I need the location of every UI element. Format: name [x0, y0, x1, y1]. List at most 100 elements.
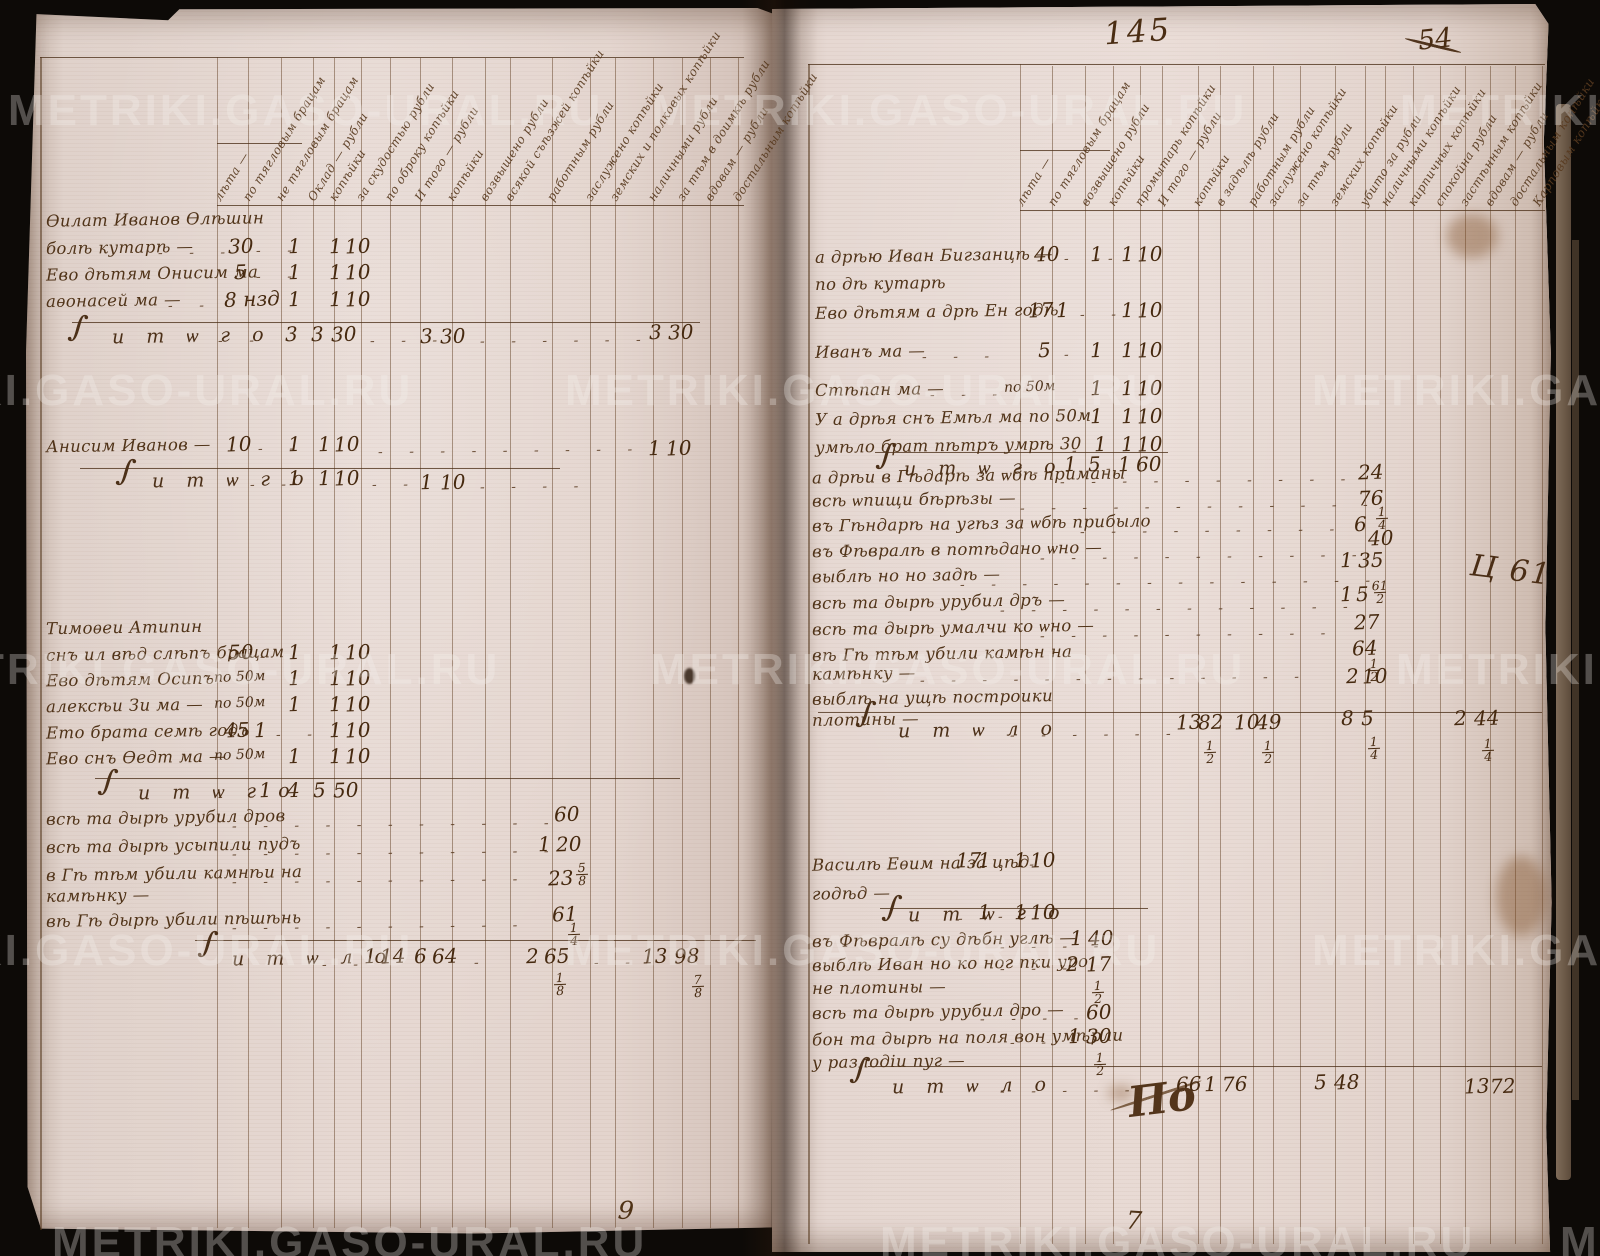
column-line — [281, 58, 282, 1228]
handwritten-number: 30 — [330, 321, 357, 347]
handwritten-number: 10 — [1361, 663, 1388, 689]
dash-leader: - - - - - - - - - — [377, 441, 644, 461]
watermark-text: METRIKI.GASO-URAL.RU — [1560, 1218, 1600, 1256]
handwritten-label: не плотины — — [811, 976, 947, 999]
handwritten-number: 2 — [1453, 705, 1468, 731]
handwritten-number: 50 — [332, 777, 359, 803]
handwritten-number: 30 — [667, 319, 694, 345]
rule-line — [818, 712, 1542, 713]
handwritten-number: 2 — [1065, 951, 1080, 977]
handwritten-number: 60 — [1135, 451, 1162, 477]
dash-leader: - - - - - - — [1009, 726, 1182, 744]
dash-leader: - - - - - - - - - - — [1039, 625, 1337, 645]
rule-line — [40, 57, 744, 58]
dash-leader: - - - - - - - - - - - — [231, 843, 560, 863]
handwritten-number: 30 — [439, 323, 466, 349]
handwritten-label: Ево дѣтям Онисим ма — [45, 262, 259, 285]
handwritten-number: 1 — [328, 717, 343, 743]
handwritten-number: 10 — [1136, 241, 1163, 267]
handwritten-number: 1 — [537, 831, 552, 857]
column-line — [1465, 66, 1466, 1244]
rule-line — [808, 64, 1545, 65]
handwritten-number: 1 — [977, 899, 992, 925]
rule-line — [72, 322, 700, 323]
handwritten-number: 13 — [1463, 1073, 1490, 1099]
column-line — [1113, 66, 1114, 1244]
column-line — [485, 58, 486, 1228]
dash-leader: - - - — [929, 386, 1009, 404]
handwritten-number: 1 — [287, 465, 302, 491]
handwritten-number: 48 — [1333, 1069, 1360, 1095]
handwritten-number: 1 — [328, 259, 343, 285]
handwritten-label: Ево дѣтям Осипъ — [45, 668, 215, 691]
handwritten-number: 1 — [1069, 925, 1084, 951]
column-line — [313, 58, 314, 1228]
dash-leader: - - - - - - - - - - - - — [999, 599, 1359, 619]
handwritten-label: годѣд — — [811, 883, 891, 904]
paper-stain — [684, 668, 695, 684]
handwritten-number: 1 — [1055, 297, 1070, 323]
handwritten-number: 1 — [1120, 337, 1135, 363]
column-line — [420, 58, 421, 1228]
column-line — [1020, 64, 1021, 1244]
dash-leader: - - - - — [479, 478, 590, 496]
handwritten-number-small: по 50м — [213, 668, 266, 686]
rule-line — [1020, 210, 1545, 211]
handwritten-number: 30 — [1085, 1023, 1112, 1049]
dash-leader: - - — [1009, 1034, 1058, 1052]
handwritten-label: Ѳилат Иванов Ѳлѣшин — [45, 208, 265, 231]
column-line — [653, 58, 654, 1228]
handwritten-number: 1 — [1120, 297, 1135, 323]
right-page — [772, 4, 1552, 1252]
handwritten-number: 5 — [1037, 337, 1052, 363]
column-line — [552, 58, 553, 1228]
dash-leader: - - - - - - - - - — [1079, 521, 1346, 541]
dash-leader: - — [473, 954, 490, 972]
handwritten-number: 1 — [287, 286, 302, 312]
handwritten-number: 1 — [258, 777, 273, 803]
handwritten-label: у разлодіи пуг — — [811, 1050, 966, 1073]
handwritten-number: 10 — [439, 469, 466, 495]
handwritten-label: по дѣ кутарѣ — [814, 272, 947, 295]
dash-leader: - - — [321, 956, 370, 974]
handwritten-number-small: по 50м — [213, 746, 266, 764]
column-line — [1385, 66, 1386, 1244]
handwritten-number: 1 — [1339, 547, 1354, 573]
column-line — [1490, 66, 1491, 1244]
handwritten-number: 50 — [227, 639, 254, 665]
handwritten-number: 10 — [344, 639, 371, 665]
handwritten-number: 10 — [344, 717, 371, 743]
column-line — [1515, 66, 1516, 1244]
handwritten-number: 10 — [1029, 847, 1056, 873]
dash-leader: - — [1063, 346, 1080, 364]
handwritten-number: 5 — [312, 777, 327, 803]
handwritten-number: 1 — [1089, 375, 1104, 401]
dash-leader: - - — [593, 954, 642, 972]
handwritten-number: 1 — [328, 639, 343, 665]
handwritten-number: 1 — [1013, 899, 1028, 925]
handwritten-number: 49 — [1255, 709, 1282, 735]
column-line — [1253, 66, 1254, 1244]
handwritten-number: 1 — [328, 286, 343, 312]
left-page — [26, 8, 774, 1234]
handwritten-number: 5 — [233, 259, 248, 285]
handwritten-number: 82 — [1197, 709, 1224, 735]
paper-stain — [1108, 1086, 1134, 1100]
column-line — [710, 58, 711, 1228]
handwritten-number: 1 — [287, 743, 302, 769]
handwritten-number: 10 — [344, 665, 371, 691]
handwritten-label: Ето брата семѣ годъ — [45, 720, 251, 743]
handwritten-number: 1 — [328, 743, 343, 769]
handwritten-number: 20 — [555, 831, 582, 857]
column-line — [510, 58, 511, 1228]
handwritten-number-small: по 50м — [1003, 378, 1056, 396]
handwritten-number: 14 — [379, 943, 406, 969]
column-line — [390, 58, 391, 1228]
handwritten-number: 1 — [1203, 1071, 1218, 1097]
handwritten-number-small: по 50м — [213, 694, 266, 712]
folio-number-left: 145 — [1102, 11, 1174, 53]
handwritten-number: 10 — [1136, 297, 1163, 323]
